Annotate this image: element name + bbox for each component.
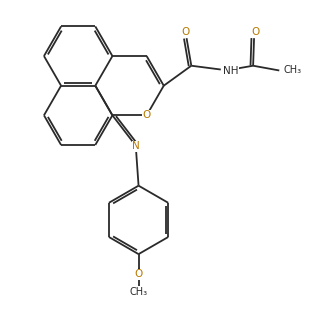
Text: N: N [132,141,140,151]
Text: O: O [142,110,151,120]
Text: O: O [251,26,259,37]
Text: NH: NH [223,67,239,76]
Text: CH₃: CH₃ [284,66,302,76]
Text: O: O [135,269,143,279]
Text: CH₃: CH₃ [129,287,148,297]
Text: O: O [182,26,190,37]
